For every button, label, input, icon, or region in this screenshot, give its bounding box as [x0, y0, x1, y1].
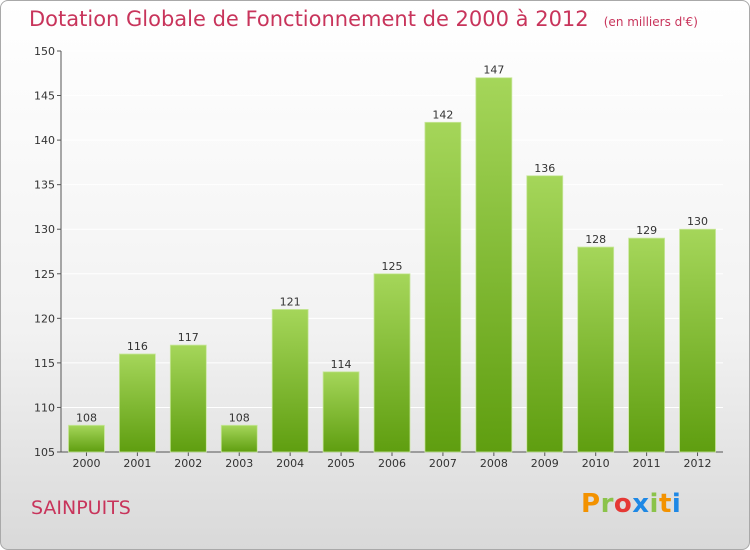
bar-2005: [322, 371, 360, 453]
y-tick-label: 115: [34, 357, 55, 370]
bar-layer: [68, 77, 716, 453]
logo-letter: r: [600, 489, 614, 519]
x-tick-label: 2004: [276, 457, 304, 470]
data-label: 128: [585, 233, 606, 246]
bar-2002: [169, 344, 207, 453]
y-tick-label: 135: [34, 179, 55, 192]
bar-2007: [424, 121, 462, 453]
y-tick-label: 125: [34, 268, 55, 281]
y-tick-label: 140: [34, 134, 55, 147]
y-tick-label: 145: [34, 90, 55, 103]
bar-2009: [526, 175, 564, 453]
bar-2004: [271, 309, 309, 453]
x-tick-label: 2000: [72, 457, 100, 470]
data-label: 114: [331, 358, 352, 371]
y-tick-label: 105: [34, 446, 55, 459]
logo-letter: x: [632, 489, 650, 519]
data-label: 129: [636, 224, 657, 237]
x-tick-label: 2012: [684, 457, 712, 470]
data-label: 136: [534, 162, 555, 175]
x-tick-label: 2003: [225, 457, 253, 470]
x-tick-label: 2007: [429, 457, 457, 470]
data-label: 121: [280, 295, 301, 308]
label-layer: 108 116 117 108 121 114 125 142 147 136 128 129 130: [76, 64, 708, 425]
x-tick-label: 2005: [327, 457, 355, 470]
logo-letter: t: [658, 489, 672, 519]
title-text: Dotation Globale de Fonctionnement de 20…: [29, 7, 589, 31]
data-label: 108: [76, 411, 97, 424]
chart-title: Dotation Globale de Fonctionnement de 20…: [29, 7, 698, 31]
data-label: 147: [483, 64, 504, 77]
data-label: 130: [687, 215, 708, 228]
data-label: 108: [229, 411, 250, 424]
x-tick-label: 2001: [123, 457, 151, 470]
data-label: 142: [432, 108, 453, 121]
bar-2012: [679, 228, 716, 453]
y-tick-label: 150: [34, 45, 55, 58]
logo-letter: i: [649, 489, 659, 519]
x-tick-label: 2009: [531, 457, 559, 470]
logo-letter: i: [671, 489, 682, 519]
place-name: SAINPUITS: [31, 497, 131, 519]
bar-2003: [220, 424, 258, 453]
x-tick-label: 2010: [582, 457, 610, 470]
y-tick-label: 130: [34, 223, 55, 236]
y-tick-label: 110: [34, 401, 55, 414]
proxiti-logo: Proxiti: [581, 489, 681, 519]
x-tick-label: 2008: [480, 457, 508, 470]
bar-2008: [475, 77, 513, 453]
data-label: 117: [178, 331, 199, 344]
logo-letter: P: [581, 489, 601, 519]
y-tick-label: 120: [34, 312, 55, 325]
bar-2001: [118, 353, 156, 453]
bar-2010: [577, 246, 615, 453]
bar-2000: [68, 424, 105, 453]
logo-letter: o: [613, 489, 633, 519]
x-tick-label: 2006: [378, 457, 406, 470]
x-tick-label: 2011: [633, 457, 661, 470]
data-label: 125: [382, 260, 403, 273]
x-tick-label: 2002: [174, 457, 202, 470]
axis-layer: 105 110 115 120 125 130 135 140 145 150 2000 2001 20…: [34, 45, 723, 470]
data-label: 116: [127, 340, 148, 353]
bar-2011: [628, 237, 666, 453]
unit-text: (en milliers d'€): [603, 15, 698, 29]
bar-2006: [373, 273, 411, 453]
